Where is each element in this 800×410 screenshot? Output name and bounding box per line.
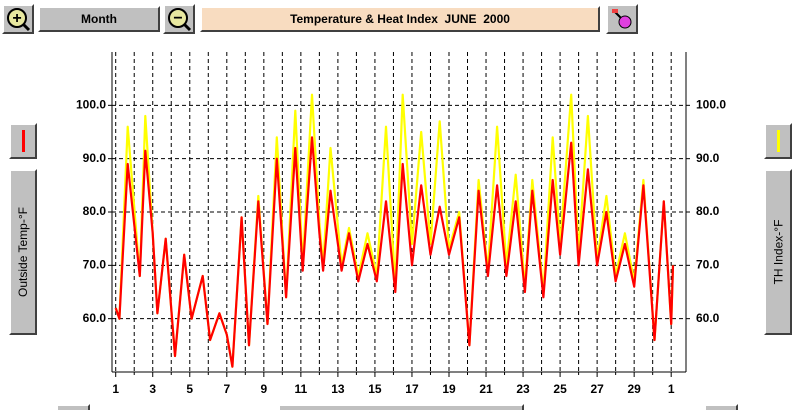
left-axis-button[interactable]: Outside Temp-°F <box>9 169 37 335</box>
x-tick-label: 11 <box>295 382 308 396</box>
series-line <box>114 93 675 368</box>
x-tick-label: 19 <box>442 382 456 396</box>
left-axis-title: Outside Temp-°F <box>16 207 31 297</box>
zoom-out-icon: − <box>168 8 192 32</box>
x-tick-label: 29 <box>627 382 641 396</box>
left-legend-key[interactable] <box>9 123 37 159</box>
right-axis-button[interactable]: TH Index-°F <box>764 169 792 335</box>
x-tick-label: 5 <box>186 382 193 396</box>
x-tick-label: 13 <box>331 382 345 396</box>
y2-tick-label: 90.0 <box>696 151 720 165</box>
x-tick-label: 1 <box>668 382 675 396</box>
y2-tick-label: 60.0 <box>696 311 720 325</box>
x-tick-label: 27 <box>590 382 604 396</box>
x-tick-label: 21 <box>479 382 493 396</box>
right-axis-title: TH Index-°F <box>771 219 785 285</box>
scroll-thumb[interactable] <box>278 404 524 410</box>
zoom-in-label: + <box>12 10 21 27</box>
y-tick-label: 100.0 <box>76 98 106 112</box>
zoom-out-button[interactable]: − <box>163 4 195 34</box>
zoom-in-button[interactable]: + <box>2 4 34 34</box>
x-tick-label: 9 <box>260 382 267 396</box>
chart-title-text: Temperature & Heat Index JUNE 2000 <box>290 12 510 26</box>
y-tick-label: 80.0 <box>83 204 107 218</box>
right-legend-key[interactable] <box>764 123 792 159</box>
y2-tick-label: 80.0 <box>696 204 720 218</box>
x-tick-label: 3 <box>149 382 156 396</box>
x-tick-label: 15 <box>368 382 382 396</box>
scroll-right[interactable] <box>704 404 738 410</box>
x-tick-label: 23 <box>516 382 530 396</box>
chart: 60.0 70.0 80.0 90.0 100.0 60.0 70.0 80.0 90.0 100… <box>76 52 726 396</box>
y2-tick-label: 70.0 <box>696 258 720 272</box>
yellow-swatch <box>776 130 780 152</box>
period-button[interactable]: Month <box>38 6 160 32</box>
x-tick-label: 7 <box>223 382 230 396</box>
x-tick-label: 25 <box>553 382 567 396</box>
chart-title: Temperature & Heat Index JUNE 2000 <box>200 6 600 32</box>
tool-button[interactable] <box>606 4 638 34</box>
period-label: Month <box>81 12 117 26</box>
scroll-left[interactable] <box>56 404 90 410</box>
y-tick-label: 70.0 <box>83 258 107 272</box>
y-tick-label: 60.0 <box>83 311 107 325</box>
red-swatch <box>21 130 25 152</box>
zoom-in-icon: + <box>7 8 31 32</box>
zoom-out-label: − <box>173 10 182 27</box>
tool-icon <box>612 9 632 29</box>
x-tick-label: 17 <box>405 382 419 396</box>
y2-tick-label: 100.0 <box>696 98 726 112</box>
series-line <box>114 136 675 368</box>
x-tick-label: 1 <box>112 382 119 396</box>
y-tick-label: 90.0 <box>83 151 107 165</box>
